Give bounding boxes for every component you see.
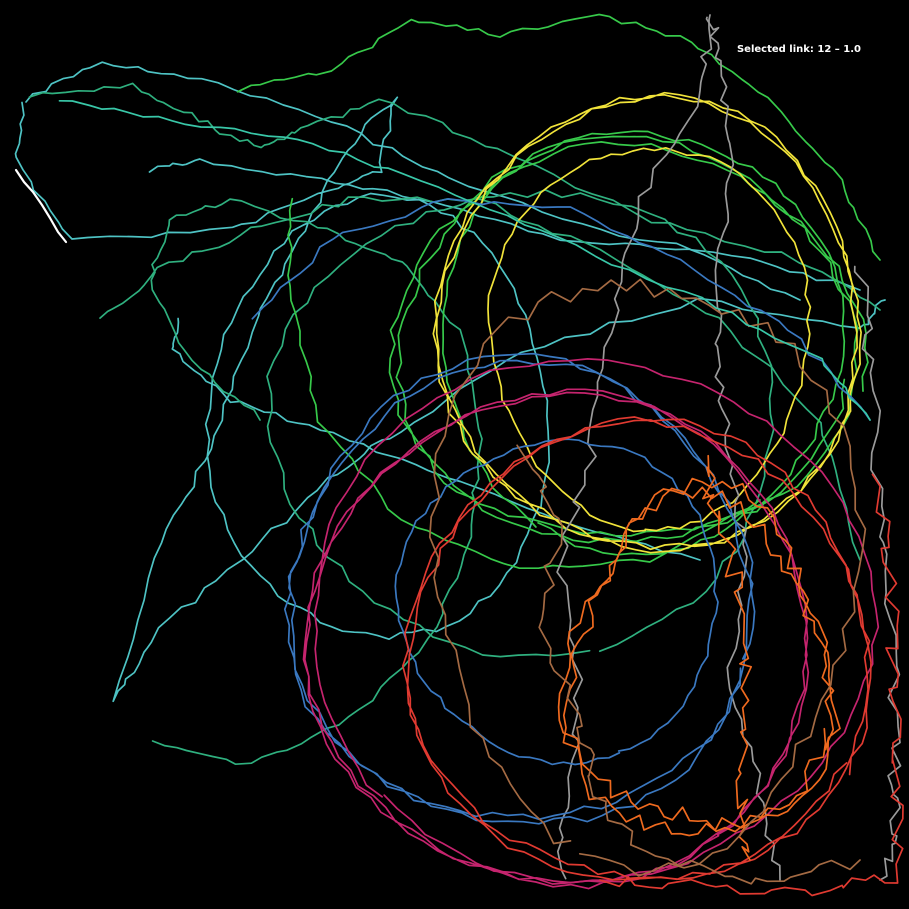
trajectory-link-5[interactable] [853,265,902,881]
trajectory-link-8[interactable] [401,416,872,881]
trajectory-link-2[interactable] [28,82,881,311]
trajectory-link-10[interactable] [428,278,867,877]
trajectory-link-1[interactable] [14,96,886,703]
trajectory-link-9[interactable] [702,454,753,861]
trajectory-link-2[interactable] [266,188,775,658]
trajectory-link-3[interactable] [236,13,881,261]
selected-link-label: Selected link: [736,44,814,55]
trajectory-link-7[interactable] [313,358,880,885]
trajectory-link-4[interactable] [487,146,812,533]
trajectory-link-2[interactable] [99,196,861,561]
trajectory-link-3[interactable] [442,130,846,556]
trajectory-link-2[interactable] [150,198,483,766]
trajectory-link-3[interactable] [287,197,761,570]
trajectory-link-6[interactable] [394,438,719,766]
trajectory-link-7[interactable] [302,388,810,890]
trajectory-link-1[interactable] [204,192,551,641]
trajectory-link-4[interactable] [432,91,862,554]
trajectory-link-8[interactable] [599,473,904,897]
selected-link-status: Selected link: 12 – 1.0 [737,44,861,55]
links-layer [14,13,904,897]
trajectory-link-10[interactable] [516,444,861,885]
trajectory-link-12[interactable] [14,168,68,244]
selected-link-value: 12 – 1.0 [817,44,861,55]
trajectory-link-11[interactable] [58,99,871,421]
trajectory-link-1[interactable] [171,317,701,561]
trajectory-link-1[interactable] [25,61,861,291]
trajectory-link-6[interactable] [251,198,871,421]
